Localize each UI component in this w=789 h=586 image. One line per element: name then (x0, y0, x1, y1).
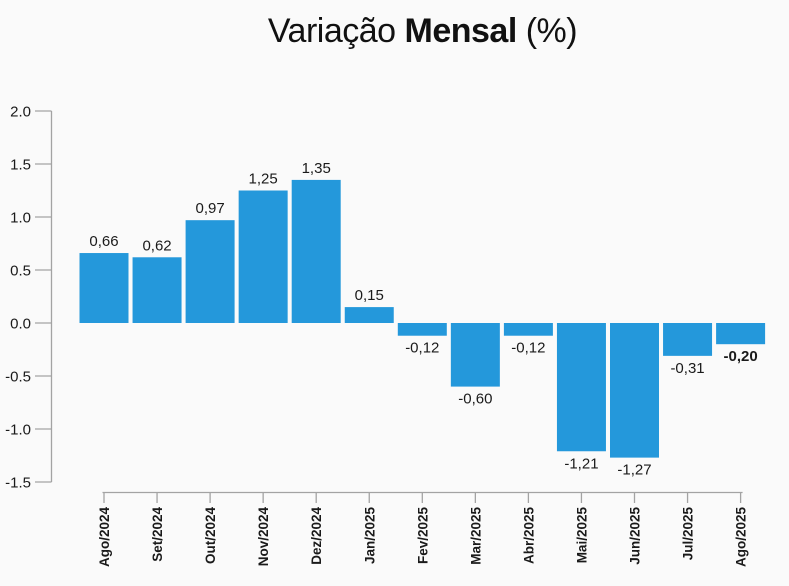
bar (397, 323, 447, 336)
bar-value-label: -1,21 (564, 455, 598, 472)
x-axis-tick-label: Mar/2025 (468, 507, 483, 565)
bar-value-label: -0,12 (405, 340, 439, 357)
bar-value-label: -0,31 (670, 360, 704, 377)
chart-title: Variação Mensal (%) (56, 10, 789, 53)
y-axis-tick-label: -1.5 (5, 475, 31, 492)
x-axis-tick-label: Ago/2024 (97, 507, 112, 568)
y-axis-tick-label: 2.0 (10, 104, 31, 121)
x-axis-tick-label: Dez/2024 (309, 507, 324, 565)
bar-value-label: 0,97 (195, 200, 224, 217)
bar (185, 220, 235, 323)
x-axis-tick-label: Set/2024 (150, 507, 165, 562)
bar-value-label: -0,12 (511, 340, 545, 357)
chart-title-suffix: (%) (516, 12, 578, 50)
x-axis-tick-label: Nov/2024 (256, 507, 271, 567)
bar-value-label: 1,35 (302, 160, 331, 177)
chart-title-bold-word: Mensal (404, 12, 518, 50)
bar (450, 323, 500, 387)
bar (238, 190, 288, 323)
bar (556, 323, 606, 452)
y-axis-tick-label: 0.5 (10, 263, 31, 280)
x-axis-tick-label: Out/2024 (203, 507, 218, 565)
bar-value-label: -0,60 (458, 391, 492, 408)
x-axis-tick-label: Mai/2025 (574, 507, 589, 564)
bar-value-label: -0,20 (723, 348, 757, 365)
bar (503, 323, 553, 336)
bar-value-label: 0,62 (142, 237, 171, 254)
x-axis-tick-label: Jul/2025 (681, 507, 696, 561)
y-axis-tick-label: 0.0 (10, 316, 31, 333)
x-axis-tick-label: Jun/2025 (628, 507, 643, 565)
bar (132, 257, 182, 323)
bar-value-label: 1,25 (249, 171, 278, 188)
x-axis-tick-label: Abr/2025 (521, 507, 536, 565)
bar (344, 307, 394, 323)
x-axis-tick-label: Ago/2025 (734, 507, 749, 568)
bar (79, 253, 129, 323)
bar (716, 323, 766, 345)
x-axis-tick-label: Jan/2025 (362, 507, 377, 565)
bar-value-label: 0,66 (89, 233, 118, 250)
bar (663, 323, 713, 356)
y-axis-tick-label: -1.0 (5, 422, 31, 439)
y-axis-tick-label: -0.5 (5, 369, 31, 386)
y-axis-tick-label: 1.5 (10, 157, 31, 174)
bar-value-label: -1,27 (617, 462, 651, 479)
bar (291, 179, 341, 323)
bar-value-label: 0,15 (355, 287, 384, 304)
chart-title-prefix: Variação (267, 12, 405, 50)
x-axis-tick-label: Fev/2025 (415, 507, 430, 565)
bar (610, 323, 659, 458)
y-axis-tick-label: 1.0 (10, 210, 31, 227)
